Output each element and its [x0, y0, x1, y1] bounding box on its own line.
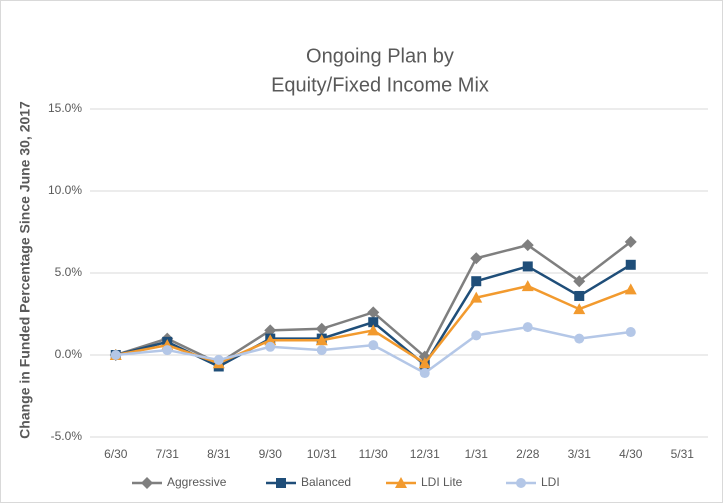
data-point — [471, 276, 482, 287]
data-point — [418, 357, 431, 369]
data-point — [574, 333, 585, 344]
x-tick-label: 3/31 — [568, 447, 592, 461]
data-point — [368, 340, 379, 351]
x-tick-label: 7/31 — [156, 447, 180, 461]
data-point — [470, 291, 483, 303]
y-tick-label: 10.0% — [48, 183, 82, 197]
x-tick-label: 10/31 — [307, 447, 337, 461]
chart-title: Ongoing Plan by — [306, 45, 454, 67]
data-point — [316, 345, 327, 356]
x-tick-label: 5/31 — [671, 447, 695, 461]
data-point — [470, 252, 483, 265]
data-point — [264, 334, 277, 346]
data-point — [521, 280, 534, 292]
legend-label: LDI Lite — [421, 475, 463, 489]
data-point — [625, 259, 636, 270]
data-point — [574, 290, 585, 301]
x-tick-label: 6/30 — [104, 447, 128, 461]
data-point — [315, 334, 328, 346]
legend-marker — [395, 477, 407, 488]
y-axis-title: Change in Funded Percentage Since June 3… — [17, 101, 33, 439]
x-tick-label: 4/30 — [619, 447, 643, 461]
legend-marker — [141, 477, 153, 489]
data-point — [265, 341, 276, 352]
data-point — [471, 330, 482, 341]
y-tick-label: 0.0% — [55, 347, 83, 361]
data-point — [521, 239, 534, 252]
data-point — [419, 368, 430, 379]
legend-label: Aggressive — [167, 475, 227, 489]
data-point — [522, 322, 533, 333]
y-tick-label: -5.0% — [51, 429, 83, 443]
legend-marker — [516, 478, 526, 488]
data-point — [573, 275, 586, 288]
chart-title: Equity/Fixed Income Mix — [271, 74, 489, 96]
data-point — [315, 322, 328, 335]
legend-label: LDI — [541, 475, 560, 489]
data-point — [367, 324, 380, 336]
legend-label: Balanced — [301, 475, 351, 489]
y-tick-label: 5.0% — [55, 265, 83, 279]
legend-marker — [276, 478, 286, 488]
data-point — [367, 306, 380, 319]
data-point — [264, 324, 277, 337]
data-point — [625, 327, 636, 338]
data-point — [624, 235, 637, 248]
x-tick-label: 11/30 — [359, 447, 388, 461]
data-point — [368, 317, 379, 328]
data-point — [162, 345, 173, 356]
data-point — [110, 350, 121, 360]
data-point — [522, 261, 533, 272]
x-tick-label: 9/30 — [259, 447, 283, 461]
x-tick-label: 8/31 — [207, 447, 231, 461]
data-point — [624, 283, 637, 295]
data-point — [213, 354, 224, 365]
x-tick-label: 1/31 — [465, 447, 489, 461]
x-tick-label: 12/31 — [410, 447, 440, 461]
y-tick-label: 15.0% — [48, 101, 82, 115]
data-point — [573, 303, 586, 315]
x-tick-label: 2/28 — [516, 447, 540, 461]
